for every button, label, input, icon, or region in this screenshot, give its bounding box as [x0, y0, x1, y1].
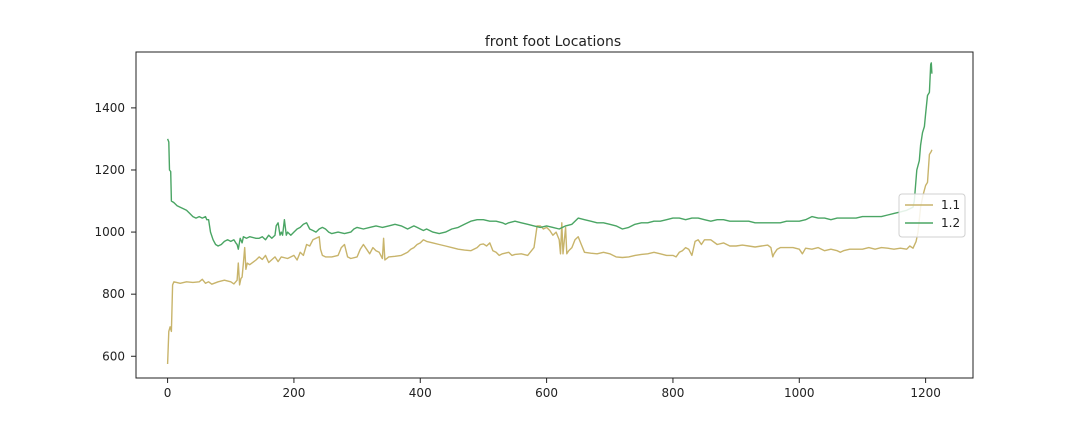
y-tick-label: 600: [102, 349, 125, 363]
y-tick-label: 1000: [94, 225, 125, 239]
chart-title: front foot Locations: [485, 34, 621, 50]
legend: 1.11.2: [898, 193, 966, 238]
x-tick-label: 400: [409, 386, 432, 400]
x-tick-label: 800: [661, 386, 684, 400]
x-tick-label: 200: [282, 386, 305, 400]
x-tick-label: 1200: [910, 386, 941, 400]
axes: 0 200 400 600 800 1000 1200 600 800 1000 1200 1400: [94, 51, 974, 400]
series-lines: [166, 62, 933, 365]
x-tick-label: 0: [164, 386, 172, 400]
y-tick-label: 1400: [94, 101, 125, 115]
plot-frame: [135, 51, 974, 379]
series-line-1: [166, 149, 933, 365]
series-line-2: [166, 62, 933, 250]
y-tick-label: 1200: [94, 163, 125, 177]
x-tick-label: 1000: [784, 386, 815, 400]
legend-label-2: 1.2: [941, 216, 960, 230]
y-tick-label: 800: [102, 287, 125, 301]
x-tick-label: 600: [535, 386, 558, 400]
legend-label-1: 1.1: [941, 198, 960, 212]
